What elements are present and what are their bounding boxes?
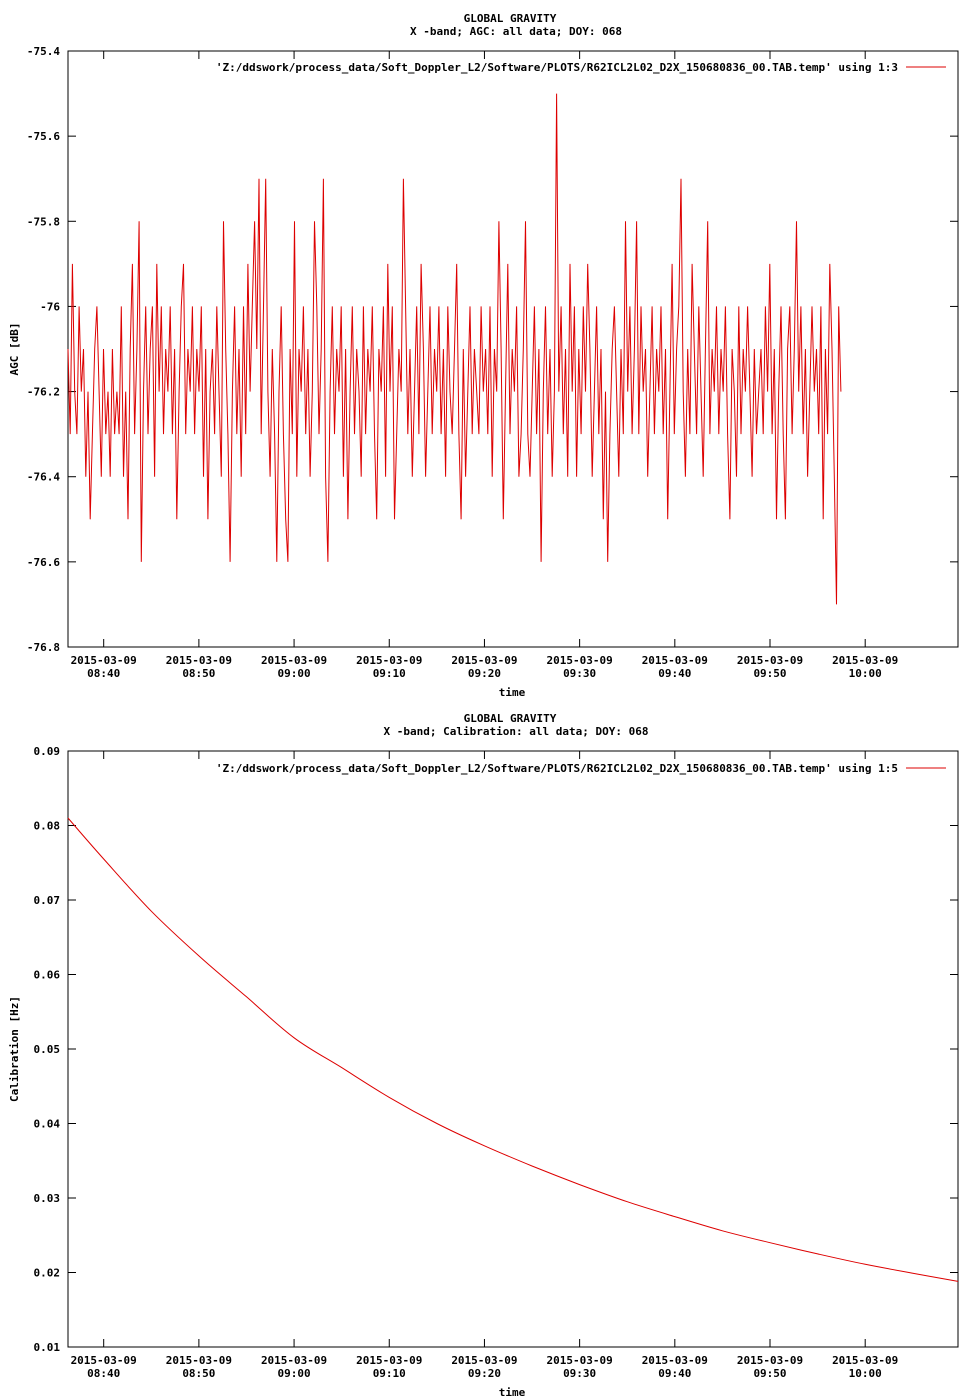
x-tick-time: 08:40 <box>87 1367 120 1380</box>
x-tick-time: 09:30 <box>563 1367 596 1380</box>
chart-title: GLOBAL GRAVITY <box>464 12 557 25</box>
x-tick-date: 2015-03-09 <box>451 654 517 667</box>
x-tick-time: 09:10 <box>373 1367 406 1380</box>
y-tick-label: 0.08 <box>34 820 61 833</box>
chart-title: GLOBAL GRAVITY <box>464 712 557 725</box>
x-tick-time: 09:40 <box>658 667 691 680</box>
x-tick-time: 08:50 <box>182 1367 215 1380</box>
x-tick-date: 2015-03-09 <box>547 654 613 667</box>
x-tick-time: 09:30 <box>563 667 596 680</box>
x-tick-date: 2015-03-09 <box>737 654 803 667</box>
x-tick-date: 2015-03-09 <box>356 654 422 667</box>
chart-subtitle: X -band; AGC: all data; DOY: 068 <box>410 25 622 38</box>
x-tick-time: 09:50 <box>753 1367 786 1380</box>
series-line <box>67 817 959 1282</box>
y-tick-label: 0.09 <box>34 745 61 758</box>
x-tick-date: 2015-03-09 <box>737 1354 803 1367</box>
x-tick-date: 2015-03-09 <box>642 654 708 667</box>
x-tick-time: 08:40 <box>87 667 120 680</box>
x-tick-date: 2015-03-09 <box>547 1354 613 1367</box>
y-axis-label: AGC [dB] <box>8 323 21 376</box>
y-tick-label: 0.07 <box>34 894 61 907</box>
series-line <box>67 93 842 605</box>
x-tick-date: 2015-03-09 <box>71 1354 137 1367</box>
y-tick-label: 0.04 <box>34 1118 61 1131</box>
x-tick-time: 08:50 <box>182 667 215 680</box>
x-tick-time: 09:10 <box>373 667 406 680</box>
y-tick-label: -75.4 <box>27 45 60 58</box>
y-tick-label: 0.03 <box>34 1192 61 1205</box>
x-tick-time: 09:20 <box>468 667 501 680</box>
x-tick-time: 09:40 <box>658 1367 691 1380</box>
y-tick-label: -76.8 <box>27 641 60 654</box>
y-tick-label: -76.6 <box>27 556 60 569</box>
x-tick-date: 2015-03-09 <box>166 1354 232 1367</box>
y-tick-label: -76.2 <box>27 386 60 399</box>
x-tick-date: 2015-03-09 <box>451 1354 517 1367</box>
legend-label: 'Z:/ddswork/process_data/Soft_Doppler_L2… <box>216 61 898 74</box>
y-tick-label: -76.4 <box>27 471 60 484</box>
x-tick-date: 2015-03-09 <box>832 1354 898 1367</box>
x-tick-time: 10:00 <box>849 1367 882 1380</box>
legend-label: 'Z:/ddswork/process_data/Soft_Doppler_L2… <box>216 762 898 775</box>
y-tick-label: 0.06 <box>34 969 61 982</box>
x-tick-time: 09:00 <box>278 667 311 680</box>
x-tick-date: 2015-03-09 <box>166 654 232 667</box>
chart-subtitle: X -band; Calibration: all data; DOY: 068 <box>384 725 649 738</box>
x-tick-time: 09:00 <box>278 1367 311 1380</box>
x-tick-date: 2015-03-09 <box>642 1354 708 1367</box>
y-tick-label: 0.01 <box>34 1341 61 1354</box>
y-tick-label: 0.02 <box>34 1267 61 1280</box>
y-tick-label: -75.6 <box>27 130 60 143</box>
x-tick-date: 2015-03-09 <box>261 654 327 667</box>
y-tick-label: 0.05 <box>34 1043 61 1056</box>
y-tick-label: -76 <box>40 300 60 313</box>
y-axis-label: Calibration [Hz] <box>8 996 21 1102</box>
plot-frame <box>67 750 959 1348</box>
x-tick-time: 09:20 <box>468 1367 501 1380</box>
y-tick-label: -75.8 <box>27 215 60 228</box>
x-tick-date: 2015-03-09 <box>832 654 898 667</box>
x-tick-date: 2015-03-09 <box>71 654 137 667</box>
x-axis-label: time <box>499 686 526 699</box>
x-tick-date: 2015-03-09 <box>261 1354 327 1367</box>
x-tick-date: 2015-03-09 <box>356 1354 422 1367</box>
x-tick-time: 10:00 <box>849 667 882 680</box>
x-tick-time: 09:50 <box>753 667 786 680</box>
x-axis-label: time <box>499 1386 526 1399</box>
